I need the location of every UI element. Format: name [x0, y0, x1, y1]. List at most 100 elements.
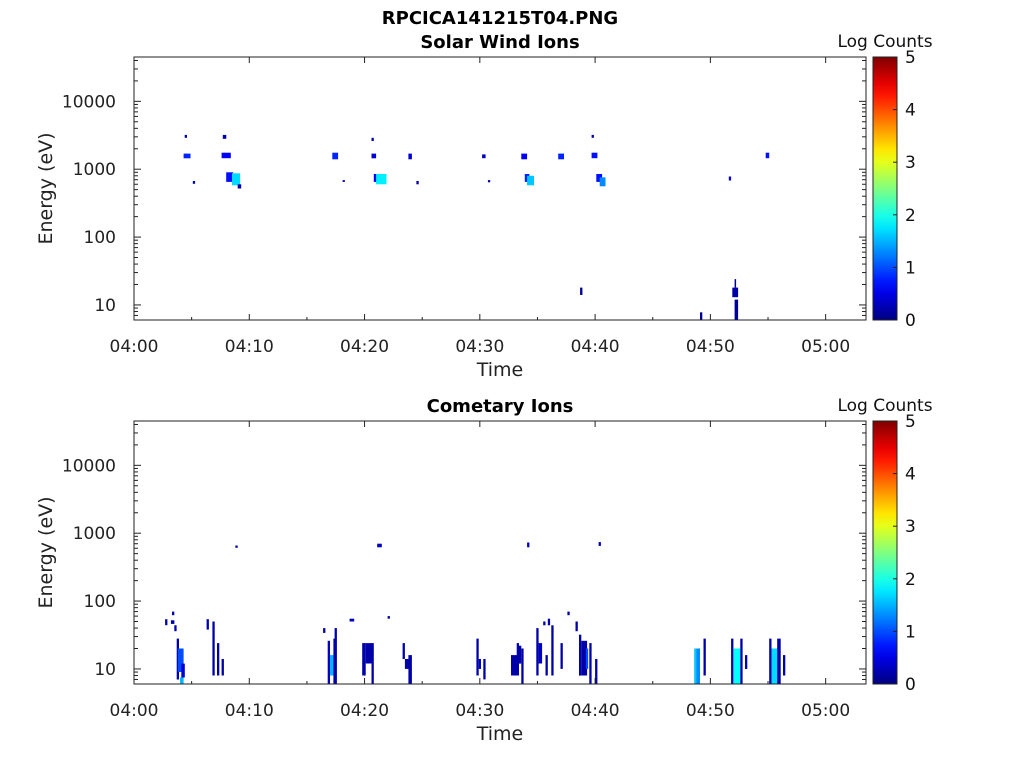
- data-cell: [237, 184, 242, 189]
- data-cell: [783, 655, 786, 676]
- plot-area: [134, 57, 866, 320]
- data-cell: [235, 545, 238, 548]
- data-cell: [551, 625, 554, 676]
- data-cell: [221, 152, 231, 159]
- data-cell: [527, 542, 530, 548]
- data-cell: [373, 174, 379, 182]
- x-tick-label: 04:50: [686, 337, 735, 357]
- data-cell: [362, 643, 366, 676]
- data-cell: [226, 172, 234, 182]
- data-cell: [579, 634, 582, 676]
- panel-title: Solar Wind Ions: [420, 32, 579, 53]
- colorbar-tick-label: 0: [905, 311, 916, 331]
- data-cell: [694, 648, 697, 684]
- data-cell: [327, 640, 330, 684]
- x-tick-label: 04:40: [571, 701, 620, 721]
- y-tick-label: 10: [94, 660, 116, 680]
- data-cell: [599, 177, 606, 187]
- data-cell: [376, 174, 387, 185]
- data-cell: [371, 643, 374, 684]
- data-cell: [330, 655, 334, 676]
- data-cell: [580, 287, 583, 295]
- colorbar-tick-label: 2: [905, 570, 916, 590]
- y-axis-label: Energy (eV): [35, 496, 57, 608]
- colorbar-tick-label: 3: [905, 517, 916, 537]
- data-cell: [543, 621, 546, 626]
- data-cell: [478, 659, 481, 669]
- data-cell: [545, 655, 548, 676]
- data-cell: [745, 655, 748, 669]
- data-cell: [181, 663, 185, 678]
- data-cell: [581, 640, 588, 676]
- data-cell: [170, 620, 175, 624]
- data-cell: [377, 543, 382, 548]
- data-cell: [387, 616, 390, 619]
- data-cell: [740, 638, 743, 684]
- data-cell: [728, 176, 732, 181]
- data-cell: [516, 643, 519, 676]
- data-cell: [404, 659, 411, 669]
- data-cell: [206, 619, 209, 630]
- colorbar: [872, 420, 898, 685]
- colorbar-tick-label: 4: [905, 101, 916, 121]
- y-tick-label: 10000: [62, 92, 116, 112]
- x-tick-label: 04:50: [686, 701, 735, 721]
- data-cell: [696, 648, 700, 684]
- colorbar-tick-label: 0: [905, 675, 916, 695]
- data-cell: [567, 611, 570, 616]
- data-cell: [323, 628, 326, 633]
- data-cell: [595, 659, 598, 684]
- x-axis-label: Time: [476, 359, 524, 381]
- data-cell: [212, 621, 215, 676]
- data-cell: [177, 648, 184, 672]
- x-tick-label: 04:00: [110, 337, 159, 357]
- data-cell: [482, 154, 486, 159]
- y-tick-label: 1000: [73, 160, 116, 180]
- data-cell: [165, 619, 168, 626]
- data-cell: [487, 180, 491, 183]
- data-cell: [765, 152, 770, 159]
- y-axis-label: Energy (eV): [35, 132, 57, 244]
- data-cell: [365, 643, 372, 664]
- data-cell: [521, 648, 524, 684]
- data-cell: [732, 287, 739, 298]
- data-cell: [371, 137, 374, 141]
- data-cell: [591, 152, 598, 159]
- data-cell: [538, 643, 543, 664]
- data-cell: [342, 180, 345, 182]
- x-tick-label: 04:40: [571, 337, 620, 357]
- data-cell: [172, 611, 175, 616]
- data-cell: [769, 638, 772, 684]
- data-cell: [519, 645, 522, 664]
- data-cell: [591, 134, 594, 138]
- colorbar-label: Log Counts: [837, 32, 932, 52]
- colorbar-tick-label: 2: [905, 206, 916, 226]
- colorbar-label: Log Counts: [837, 396, 932, 416]
- data-cell: [703, 638, 706, 676]
- data-cell: [731, 638, 734, 684]
- data-cell: [332, 152, 339, 160]
- data-cell: [349, 618, 355, 622]
- y-tick-label: 10000: [62, 456, 116, 476]
- data-cell: [560, 643, 563, 669]
- data-cell: [408, 655, 412, 684]
- data-cell: [777, 638, 781, 684]
- data-cell: [174, 625, 177, 632]
- panel-2: 04:00 04:10 04:20 04:30 04:40 04:50 05:0010100…: [35, 396, 933, 745]
- data-cell: [771, 648, 778, 684]
- data-cell: [575, 621, 578, 632]
- data-cell: [734, 279, 737, 288]
- data-cell: [183, 153, 191, 159]
- data-cell: [521, 153, 528, 160]
- data-cell: [416, 181, 419, 185]
- colorbar-tick-label: 5: [905, 48, 916, 68]
- data-cell: [184, 134, 187, 138]
- colorbar-tick-label: 5: [905, 412, 916, 432]
- data-cell: [598, 542, 601, 546]
- data-cell: [527, 175, 534, 186]
- data-cell: [408, 153, 412, 160]
- data-cell: [536, 628, 539, 676]
- x-tick-label: 04:20: [340, 337, 389, 357]
- x-tick-label: 05:00: [801, 701, 850, 721]
